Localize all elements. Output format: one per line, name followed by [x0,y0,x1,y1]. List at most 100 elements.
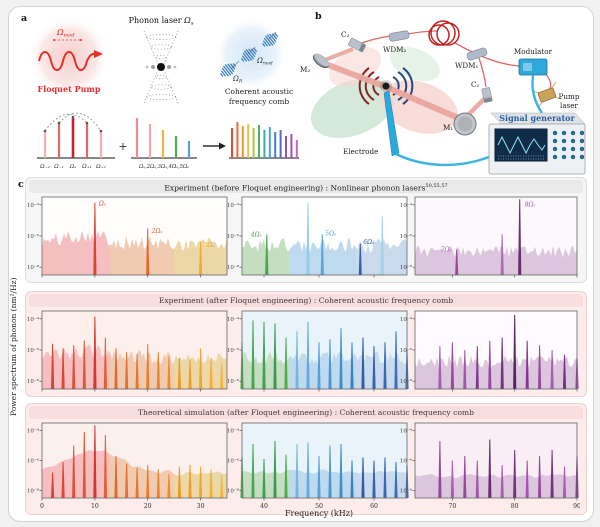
svg-text:80: 80 [511,503,519,510]
sound-wave-arcs-red [358,67,380,105]
trapped-particle-icon [380,80,392,92]
spectrum-sim-high: 10⁻⁴ 10⁻⁶ 10⁻⁸ 70 80 90 [400,420,581,516]
pump-comb-icon [37,112,115,159]
svg-text:Ω₋₂: Ω₋₂ [39,164,50,170]
acoustic-radiation-lobes [310,47,458,138]
floquet-pump-title: Floquet Pump [38,84,101,94]
svg-text:70: 70 [448,503,456,510]
svg-text:10⁻⁸: 10⁻⁸ [227,264,240,271]
svg-text:50: 50 [315,503,323,510]
label-m2: M₂ [300,65,310,74]
panel-c-letter: c [18,179,24,190]
svg-text:10⁻⁴: 10⁻⁴ [400,202,413,209]
panel-a-letter: a [21,13,28,24]
svg-text:10⁻⁸: 10⁻⁸ [227,378,240,385]
svg-text:Ω₋₁: Ω₋₁ [53,164,64,170]
sine-wave-icon [38,50,103,71]
harmonic-comb-icon [131,118,197,159]
svg-text:7Ωₛ: 7Ωₛ [441,246,452,253]
label-wdm2: WDM₂ [383,45,407,54]
phonon-laser-title: Phonon laser Ωs [129,16,194,27]
comb-caption-line2: frequency comb [229,97,290,106]
svg-text:10⁻⁸: 10⁻⁸ [27,378,40,385]
svg-text:0: 0 [40,503,44,510]
row2-title: Experiment (after Floquet engineering) :… [29,294,583,307]
comb-glow [215,18,287,90]
svg-text:Ωₛ: Ωₛ [69,164,77,170]
svg-text:Ωₛ: Ωₛ [98,201,106,208]
spectrum-comb-high: 10⁻⁴ 10⁻⁶ 10⁻⁸ [400,308,580,398]
result-comb-icon [229,122,299,159]
svg-text:60: 60 [370,503,378,510]
pump-omega-mod-label: Ωmod [56,28,75,39]
spectrum-before-mid: 4Ωₛ 5Ωₛ 6Ωₛ 10⁻⁴ 10⁻⁶ 10⁻⁸ [227,194,410,284]
panel-b-setup: M₂ C₂ WDM₂ WDM₁ Modulator C₁ M₁ Pump las… [300,20,586,175]
spectrum-sim-low: 10⁻⁴ 10⁻⁶ 10⁻⁸ 0 10 20 30 [27,420,230,516]
svg-text:10⁻⁴: 10⁻⁴ [400,428,413,435]
pulse-train-icon [217,29,281,81]
signal-generator-icon [488,112,586,175]
label-electrode: Electrode [343,147,378,156]
svg-text:10⁻⁴: 10⁻⁴ [400,316,413,323]
spectrum-before-high: 7Ωₛ 8Ωₛ 10⁻⁴ 10⁻⁶ 10⁻⁸ [400,194,580,284]
spectrum-sim-mid: 10⁻⁴ 10⁻⁶ 10⁻⁸ 40 50 60 [227,420,410,516]
svg-text:10⁻⁸: 10⁻⁸ [227,488,240,495]
mirror-m2-icon [312,53,330,68]
optical-trap-cones-icon [143,30,179,104]
row-before-floquet: Experiment (before Floquet engineering) … [25,177,587,283]
svg-text:10⁻⁴: 10⁻⁴ [227,316,240,323]
svg-text:10⁻⁴: 10⁻⁴ [227,202,240,209]
comb-omega-mod-label: Ωmod [256,57,273,67]
svg-text:10⁻⁴: 10⁻⁴ [227,428,240,435]
modulator-icon [518,58,548,76]
svg-text:90: 90 [573,503,580,510]
svg-text:3Ωₛ: 3Ωₛ [204,242,215,249]
row-after-floquet: Experiment (after Floquet engineering) :… [25,291,587,397]
pump-glow [29,17,109,97]
svg-text:20: 20 [144,503,152,510]
svg-text:10⁻⁶: 10⁻⁶ [27,347,40,354]
laser-beams [321,47,488,123]
panel-a-schematic: Ωmod Floquet Pump Phonon laser Ωs ΩR Ωmo… [29,16,299,170]
label-modulator: Modulator [514,47,553,56]
spectrum-before-low: Ωₛ 2Ωₛ 3Ωₛ 10⁻⁴ 10⁻⁶ 10⁻⁸ [27,194,230,284]
comb-omega-r-label: ΩR [232,75,243,85]
svg-text:2Ωₛ: 2Ωₛ [151,228,163,235]
svg-text:40: 40 [260,503,268,510]
svg-text:10⁻⁶: 10⁻⁶ [27,233,40,240]
label-pump-laser-2: laser [560,101,579,110]
wdm1-icon [466,47,488,61]
svg-text:6Ωₛ: 6Ωₛ [363,239,374,246]
fiber-coil-icon [428,20,460,46]
mirror-m1-icon [453,112,477,136]
svg-text:10⁻⁶: 10⁻⁶ [400,458,413,465]
svg-text:10⁻⁶: 10⁻⁶ [400,347,413,354]
svg-text:10⁻⁶: 10⁻⁶ [227,233,240,240]
svg-text:10⁻⁴: 10⁻⁴ [27,428,40,435]
svg-text:10⁻⁶: 10⁻⁶ [227,347,240,354]
row-simulation: Theoretical simulation (after Floquet en… [25,403,587,515]
label-wdm1: WDM₁ [455,61,479,70]
plus-sign: + [118,140,127,153]
svg-text:10⁻⁴: 10⁻⁴ [27,316,40,323]
svg-text:10⁻⁶: 10⁻⁶ [400,233,413,240]
figure-card: a b c Ωmod Floquet Pump Phonon laser Ωs [8,6,594,522]
svg-text:Ω₊₁: Ω₊₁ [81,164,92,170]
spectrum-comb-low: 10⁻⁴ 10⁻⁶ 10⁻⁸ [27,308,230,398]
svg-text:10⁻⁸: 10⁻⁸ [400,488,413,495]
x-axis-title: Frequency (kHz) [284,509,354,518]
row1-title: Experiment (before Floquet engineering) … [29,180,583,193]
svg-text:5Ωₛ: 5Ωₛ [325,230,336,237]
levitated-particle-icon [145,63,177,71]
label-signal-generator: Signal generator [499,113,575,123]
row3-title: Theoretical simulation (after Floquet en… [29,406,583,419]
svg-text:10⁻⁸: 10⁻⁸ [400,264,413,271]
comb-caption-line1: Coherent acoustic [225,87,293,96]
label-c2: C₂ [341,30,349,39]
wdm2-icon [388,30,410,42]
electrical-cables [395,74,543,167]
svg-text:10⁻⁸: 10⁻⁸ [27,488,40,495]
pump-comb-labels: Ω₋₂ Ω₋₁ Ωₛ Ω₊₁ Ω₊₂ [39,164,106,170]
y-axis-title: Power spectrum of phonon (nm²/Hz) [9,277,18,417]
svg-text:10: 10 [91,503,99,510]
